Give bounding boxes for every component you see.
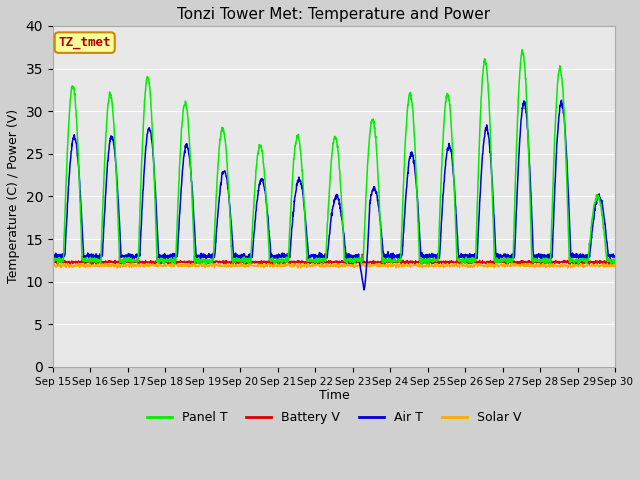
Battery V xyxy=(88,261,95,267)
Panel T xyxy=(575,262,582,267)
Panel T xyxy=(206,259,214,264)
Line: Panel T: Panel T xyxy=(53,49,615,264)
Battery V xyxy=(498,258,506,264)
Air T xyxy=(557,97,565,103)
Solar V xyxy=(562,262,570,268)
Battery V xyxy=(611,258,619,264)
X-axis label: Time: Time xyxy=(319,389,349,403)
Battery V xyxy=(578,260,586,266)
Solar V xyxy=(578,263,586,269)
Battery V xyxy=(209,251,216,256)
Solar V xyxy=(498,263,506,269)
Air T xyxy=(350,256,358,262)
Line: Battery V: Battery V xyxy=(53,253,615,264)
Air T xyxy=(206,254,214,260)
Battery V xyxy=(363,259,371,265)
Solar V xyxy=(206,262,214,268)
Solar V xyxy=(60,256,67,262)
Air T xyxy=(562,139,570,145)
Solar V xyxy=(297,265,305,271)
Panel T xyxy=(49,255,57,261)
Text: TZ_tmet: TZ_tmet xyxy=(58,36,111,49)
Solar V xyxy=(363,262,371,267)
Battery V xyxy=(206,259,214,265)
Panel T xyxy=(611,259,619,265)
Y-axis label: Temperature (C) / Power (V): Temperature (C) / Power (V) xyxy=(7,109,20,284)
Solar V xyxy=(49,263,57,269)
Air T xyxy=(611,253,619,259)
Air T xyxy=(360,287,368,293)
Solar V xyxy=(351,263,358,268)
Line: Air T: Air T xyxy=(53,100,615,290)
Panel T xyxy=(350,257,358,263)
Panel T xyxy=(518,47,526,52)
Legend: Panel T, Battery V, Air T, Solar V: Panel T, Battery V, Air T, Solar V xyxy=(142,406,526,429)
Air T xyxy=(578,254,586,260)
Battery V xyxy=(562,258,570,264)
Battery V xyxy=(351,260,358,265)
Panel T xyxy=(497,255,505,261)
Title: Tonzi Tower Met: Temperature and Power: Tonzi Tower Met: Temperature and Power xyxy=(177,7,490,22)
Panel T xyxy=(362,187,370,193)
Air T xyxy=(363,263,371,268)
Panel T xyxy=(562,145,570,151)
Air T xyxy=(498,254,506,260)
Solar V xyxy=(611,262,619,268)
Battery V xyxy=(49,259,57,264)
Panel T xyxy=(578,257,586,263)
Line: Solar V: Solar V xyxy=(53,259,615,268)
Air T xyxy=(49,254,57,260)
